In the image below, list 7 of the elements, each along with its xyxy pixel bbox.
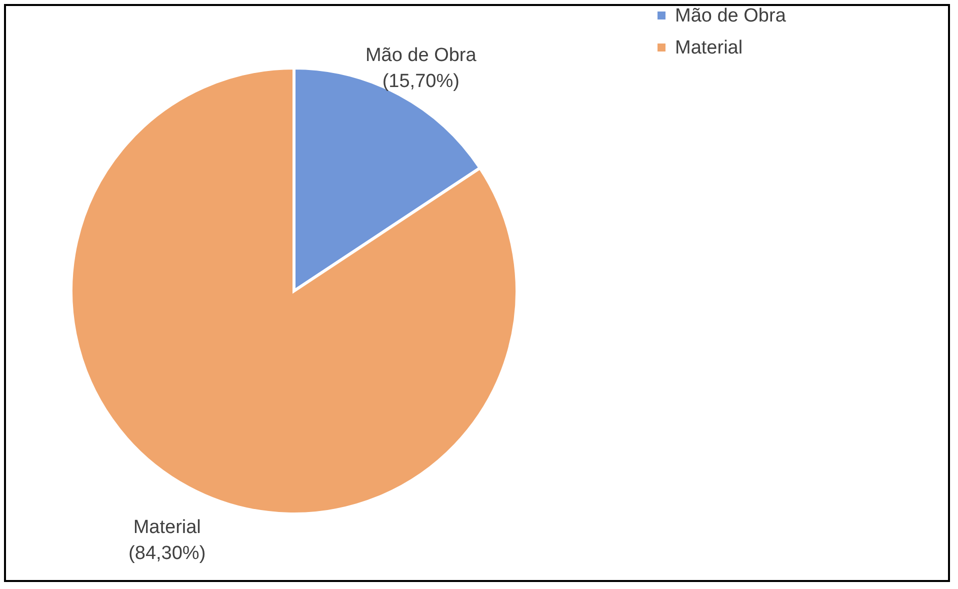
- pie-slice: [70, 66, 518, 516]
- slice-label: Mão de Obra: [365, 44, 477, 66]
- data-label: (84,30%): [128, 543, 206, 564]
- slice-label: Material: [133, 517, 201, 538]
- legend-label: Mão de Obra: [675, 6, 786, 26]
- data-label: (15,70%): [382, 70, 460, 92]
- legend-label: Material: [675, 38, 743, 58]
